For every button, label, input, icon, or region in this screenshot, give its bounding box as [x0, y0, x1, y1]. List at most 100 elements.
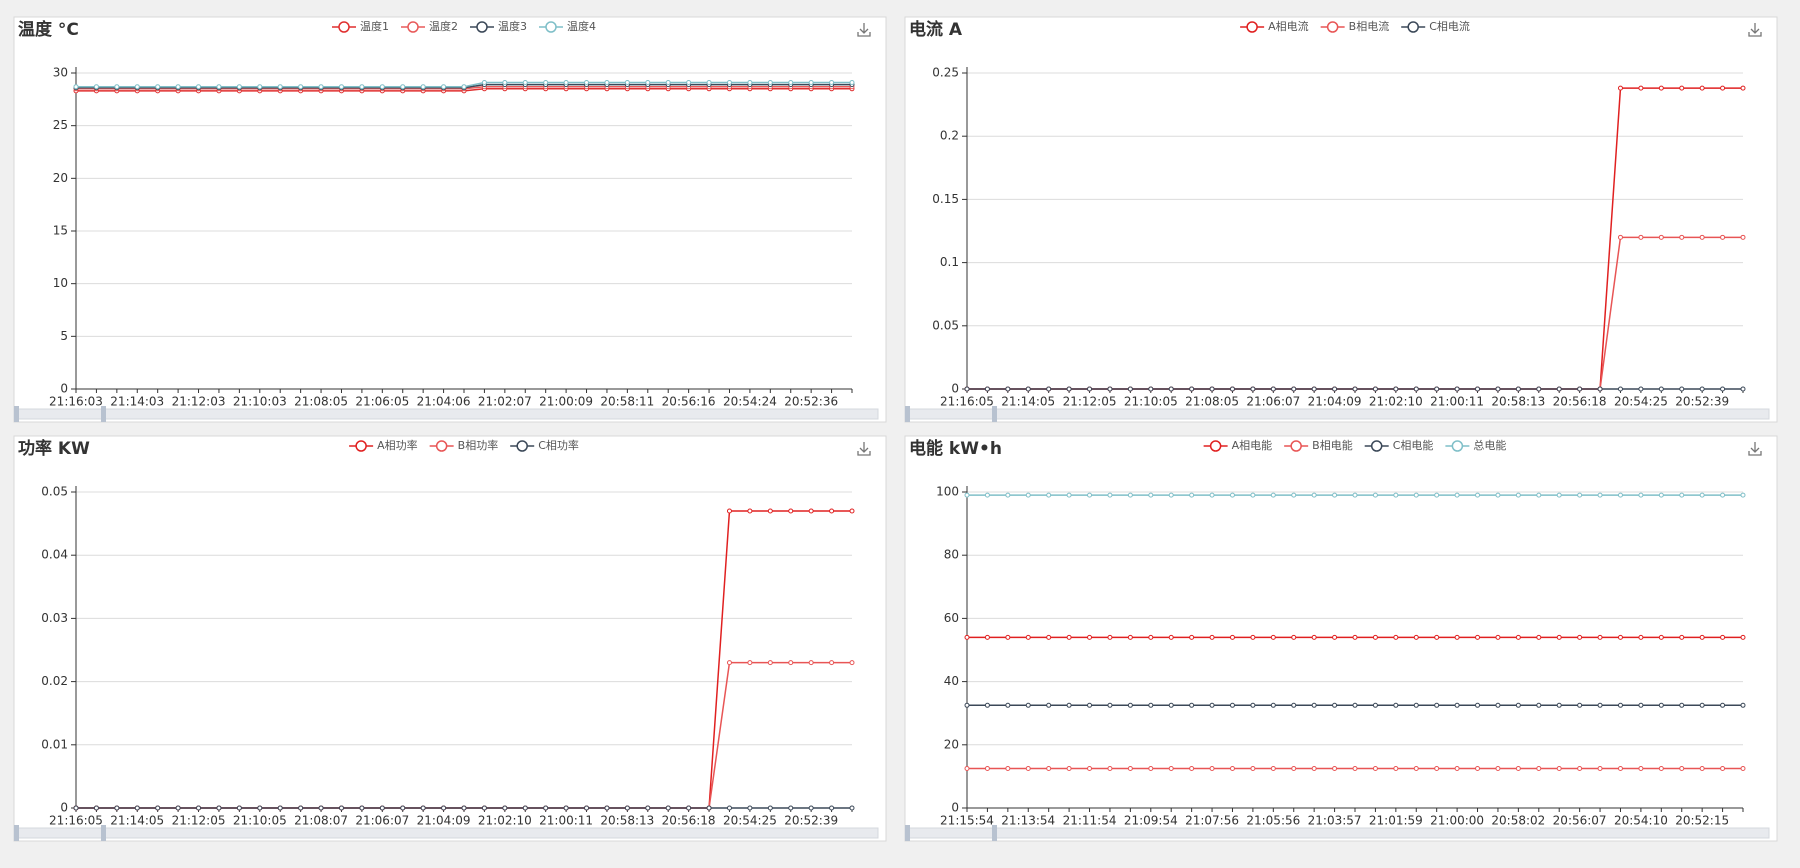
download-button[interactable] [1748, 23, 1762, 37]
data-point [1107, 386, 1113, 392]
legend-item[interactable]: A相电流 [1240, 19, 1309, 33]
x-tick-label: 21:03:57 [1308, 814, 1362, 828]
data-point [1434, 492, 1440, 498]
panel-background [904, 16, 1778, 423]
data-point [1270, 634, 1276, 640]
data-point [1740, 492, 1746, 498]
legend-symbol [1451, 440, 1464, 452]
legend-item[interactable]: C相电流 [1401, 19, 1470, 33]
data-point [1189, 702, 1195, 708]
download-button[interactable] [857, 442, 871, 456]
data-point [1332, 634, 1338, 640]
zoom-handle[interactable] [905, 406, 910, 422]
y-tick-label: 5 [60, 329, 68, 343]
data-point [767, 79, 773, 85]
data-point [1372, 386, 1378, 392]
data-point [788, 508, 794, 514]
data-point [1168, 386, 1174, 392]
zoom-handle[interactable] [992, 406, 997, 422]
zoom-handle[interactable] [14, 406, 19, 422]
x-tick-label: 20:52:36 [784, 395, 838, 409]
data-point [298, 84, 304, 90]
data-point [359, 805, 365, 811]
legend-symbol [1246, 21, 1258, 33]
data-point [1291, 492, 1297, 498]
x-tick-label: 20:58:11 [600, 395, 654, 409]
data-point [1393, 766, 1399, 771]
y-tick-label: 0 [951, 801, 959, 815]
data-point [1658, 702, 1664, 708]
legend-label: C相电能 [1393, 438, 1434, 452]
data-point [1087, 766, 1093, 771]
data-point [849, 508, 855, 514]
chart-panel: 电流 A 0 0.05 0.1 0.15 0.2 0.25 21:16:05 21:14:05 2… [904, 16, 1778, 423]
data-point [114, 805, 120, 811]
data-point [1720, 702, 1726, 708]
data-point [1536, 634, 1542, 640]
download-button[interactable] [1748, 442, 1762, 456]
download-icon [1748, 23, 1762, 37]
data-point [236, 84, 242, 90]
legend-item[interactable]: 温度4 [539, 19, 596, 33]
zoom-handle[interactable] [992, 825, 997, 841]
data-point [1168, 766, 1174, 771]
legend-item[interactable]: C相功率 [510, 438, 579, 452]
x-tick-label: 20:58:13 [1491, 395, 1545, 409]
data-point [1372, 766, 1378, 771]
data-point [1148, 702, 1154, 708]
legend-item[interactable]: B相电流 [1320, 19, 1390, 33]
zoom-handle[interactable] [101, 825, 106, 841]
legend-item[interactable]: C相电能 [1364, 438, 1434, 452]
data-point [984, 492, 990, 498]
data-point [686, 805, 692, 811]
y-tick-label: 0.1 [940, 255, 959, 269]
data-point [1495, 766, 1501, 771]
x-tick-label: 20:52:15 [1675, 814, 1729, 828]
data-point [1536, 702, 1542, 708]
data-point [1577, 702, 1583, 708]
legend-item[interactable]: 温度3 [470, 19, 527, 33]
data-point [1740, 634, 1746, 640]
legend-item[interactable]: 温度2 [401, 19, 458, 33]
zoom-handle[interactable] [14, 825, 19, 841]
download-button[interactable] [857, 23, 871, 37]
zoom-handle[interactable] [101, 406, 106, 422]
data-point [1597, 492, 1603, 498]
legend-item[interactable]: 温度1 [332, 19, 389, 33]
y-tick-label: 40 [944, 674, 959, 688]
legend-item[interactable]: B相功率 [429, 438, 499, 452]
legend-item[interactable]: A相功率 [349, 438, 418, 452]
x-tick-label: 20:54:25 [723, 814, 777, 828]
data-point [1454, 766, 1460, 771]
data-point [726, 660, 732, 666]
data-point [1332, 386, 1338, 392]
y-tick-label: 25 [53, 118, 68, 132]
x-tick-label: 21:10:05 [233, 814, 287, 828]
data-point [1229, 634, 1235, 640]
data-point [1393, 702, 1399, 708]
legend-item[interactable]: A相电能 [1203, 438, 1273, 452]
data-point [1209, 634, 1215, 640]
y-tick-label: 0.03 [41, 611, 68, 625]
legend-symbol [338, 21, 350, 33]
data-point [1332, 492, 1338, 498]
data-point [216, 805, 222, 811]
data-point [1148, 492, 1154, 498]
data-point [1720, 766, 1726, 771]
data-point [964, 766, 970, 771]
data-point [1209, 492, 1215, 498]
legend-symbol [545, 21, 557, 33]
legend-item[interactable]: B相电能 [1284, 438, 1353, 452]
data-point [1577, 386, 1583, 392]
data-point [1372, 702, 1378, 708]
data-point [400, 84, 406, 90]
data-point [1127, 702, 1133, 708]
data-point [726, 508, 732, 514]
data-point [1536, 766, 1542, 771]
zoom-handle[interactable] [905, 825, 910, 841]
data-point [1005, 766, 1011, 771]
zoom-slider [904, 408, 1770, 420]
data-point [1311, 492, 1317, 498]
legend-item[interactable]: 总电能 [1445, 438, 1506, 452]
data-point [1638, 766, 1644, 771]
